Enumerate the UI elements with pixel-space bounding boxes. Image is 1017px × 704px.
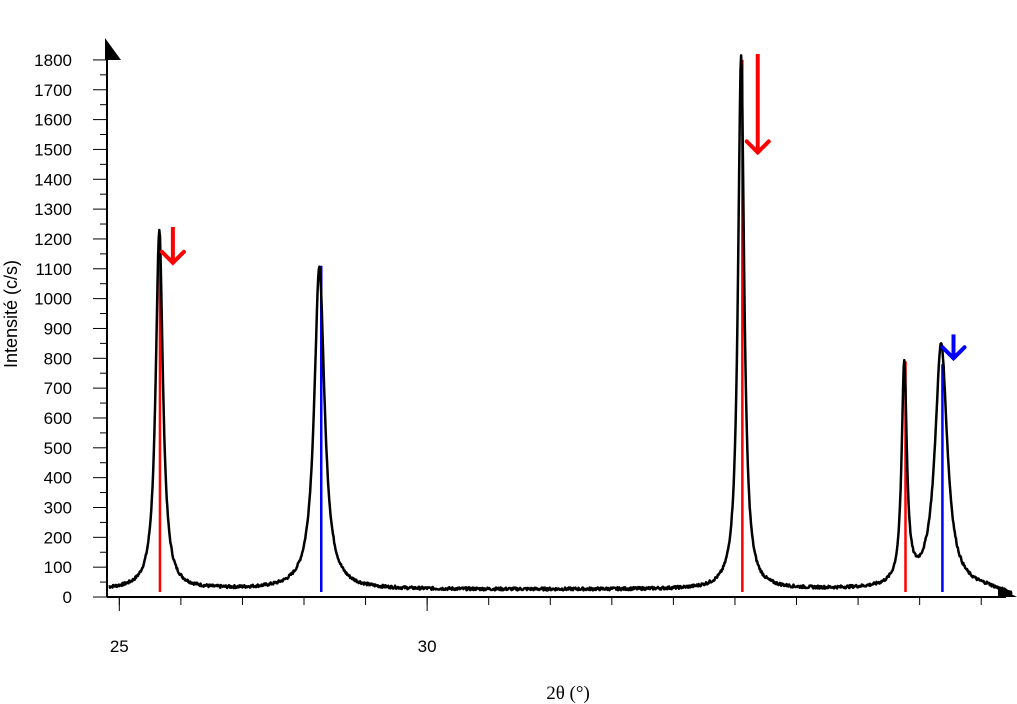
reference-lines bbox=[158, 59, 944, 592]
series-group bbox=[108, 54, 1013, 595]
y-tick-label: 900 bbox=[44, 319, 72, 338]
y-tick-label: 700 bbox=[44, 379, 72, 398]
y-axis-label: Intensité (c/s) bbox=[1, 260, 21, 368]
y-tick-label: 0 bbox=[63, 588, 72, 607]
y-tick-label: 1800 bbox=[34, 51, 72, 70]
down-arrow-icon bbox=[159, 227, 186, 266]
diffraction-pattern-line bbox=[108, 54, 1013, 595]
x-axis-label: 2θ (°) bbox=[546, 683, 590, 704]
y-axis-arrowhead bbox=[105, 38, 121, 60]
y-tick-label: 600 bbox=[44, 409, 72, 428]
x-axis-ticks: 25 30 bbox=[110, 597, 982, 656]
down-arrow-icon bbox=[744, 53, 771, 156]
y-tick-label: 500 bbox=[44, 439, 72, 458]
x-tick-label: 25 bbox=[110, 637, 129, 656]
y-tick-label: 1300 bbox=[34, 200, 72, 219]
y-tick-label: 1700 bbox=[34, 81, 72, 100]
x-tick-label: 30 bbox=[418, 637, 437, 656]
y-tick-label: 100 bbox=[44, 558, 72, 577]
arrow-head bbox=[744, 139, 771, 156]
y-tick-label: 400 bbox=[44, 469, 72, 488]
y-tick-label: 1100 bbox=[35, 260, 72, 279]
down-arrow-icon bbox=[940, 334, 967, 362]
axes bbox=[105, 38, 1017, 598]
y-tick-label: 1500 bbox=[34, 140, 72, 159]
y-tick-label: 1400 bbox=[34, 170, 72, 189]
y-tick-label: 800 bbox=[44, 349, 72, 368]
y-tick-label: 1600 bbox=[34, 111, 72, 130]
arrow-head bbox=[159, 249, 186, 266]
y-tick-label: 1200 bbox=[34, 230, 72, 249]
arrow-head bbox=[940, 345, 967, 362]
y-tick-label: 200 bbox=[44, 528, 72, 547]
peak-arrows bbox=[159, 53, 967, 362]
y-axis-ticks: 0 100 200 300 400 500 600 700 800 900 1000 1100 1200… bbox=[34, 51, 107, 607]
y-tick-label: 300 bbox=[44, 498, 72, 517]
y-tick-label: 1000 bbox=[34, 290, 72, 309]
